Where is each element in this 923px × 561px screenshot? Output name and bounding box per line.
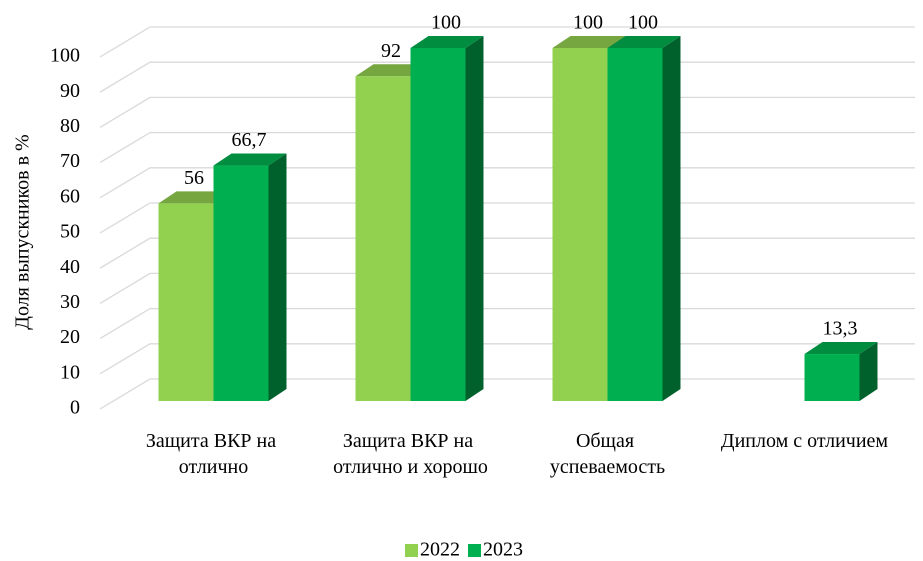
legend-label: 2022 <box>420 539 460 561</box>
bar-top <box>355 64 429 77</box>
y-tick-label: 90 <box>60 80 80 102</box>
x-tick-line: Общая <box>576 430 639 452</box>
bar <box>804 354 860 401</box>
x-tick-line: Защита ВКР на <box>343 430 478 452</box>
grid-line <box>99 26 915 58</box>
grid-line <box>99 131 915 164</box>
bar <box>410 48 466 401</box>
y-tick-label: 40 <box>60 256 80 278</box>
data-label: 92 <box>381 40 401 62</box>
bar-top <box>607 36 681 48</box>
bar-top <box>213 153 287 166</box>
legend-swatch <box>468 544 481 557</box>
data-label: 100 <box>628 12 658 34</box>
bar-side <box>859 342 878 401</box>
bar-top <box>410 36 484 48</box>
bar <box>158 203 214 401</box>
x-tick-label: Защита ВКР на отлично и хорошо <box>333 430 488 478</box>
data-label: 100 <box>573 12 603 34</box>
x-tick-label: Диплом с отличием <box>721 430 888 452</box>
legend-label: 2023 <box>483 539 523 561</box>
bar <box>213 165 269 401</box>
data-label: 13,3 <box>823 318 858 340</box>
x-tick-line: Защита ВКР на <box>146 430 281 452</box>
legend-swatch <box>405 544 418 557</box>
bar-side <box>465 36 484 401</box>
y-tick-label: 100 <box>50 45 80 67</box>
bar-top <box>552 36 626 48</box>
y-tick-label: 10 <box>60 361 80 383</box>
bar-side <box>268 153 287 401</box>
x-tick-label: Защита ВКР на отлично <box>146 430 281 478</box>
y-tick-label: 50 <box>60 221 80 243</box>
data-label: 100 <box>431 12 461 34</box>
y-tick-label: 70 <box>60 150 80 172</box>
y-tick-label: 20 <box>60 326 80 348</box>
y-tick-label: 30 <box>60 291 80 313</box>
x-tick-line: успеваемость <box>550 456 665 478</box>
bar-side <box>662 36 681 401</box>
x-tick-label: Общая успеваемость <box>550 430 665 478</box>
bar <box>355 76 411 402</box>
y-tick-label: 80 <box>60 115 80 137</box>
data-label: 56 <box>184 167 204 189</box>
bar-top <box>158 191 232 204</box>
grid-line <box>99 61 915 93</box>
bar <box>552 48 608 401</box>
bar-top <box>804 342 878 355</box>
data-label: 66,7 <box>232 129 267 151</box>
y-tick-label: 60 <box>60 185 80 207</box>
x-tick-line: Диплом с отличием <box>721 430 888 452</box>
grid-line <box>99 96 915 128</box>
y-tick-label: 0 <box>70 397 80 419</box>
x-tick-line: отлично <box>179 456 248 478</box>
x-tick-line: отлично и хорошо <box>333 456 488 478</box>
bar <box>607 48 663 401</box>
y-axis-label: Доля выпускников в % <box>12 134 34 329</box>
